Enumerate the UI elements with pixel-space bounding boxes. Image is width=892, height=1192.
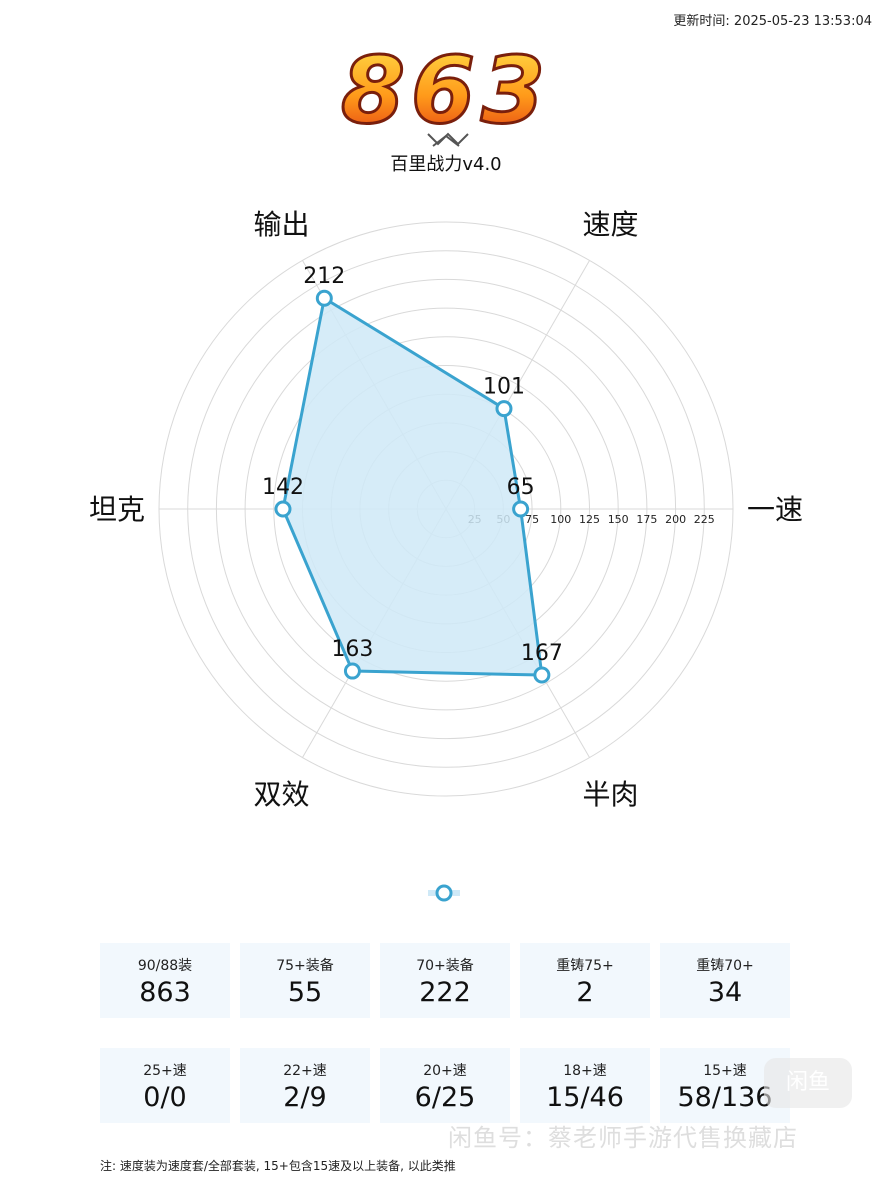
stat-value: 58/136	[677, 1082, 773, 1113]
stat-label: 25+速	[143, 1063, 187, 1079]
radial-tick-label: 225	[694, 513, 715, 526]
legend-series-marker-icon	[428, 884, 460, 902]
data-point-marker	[315, 289, 333, 307]
stat-label: 18+速	[563, 1063, 607, 1079]
stat-value: 15/46	[546, 1082, 624, 1113]
radar-chart: 2550751001251501752002251016516716314221…	[89, 208, 803, 811]
stat-label: 20+速	[423, 1063, 467, 1079]
data-point-marker	[495, 400, 513, 418]
stat-value: 2/9	[283, 1082, 327, 1113]
data-point-marker	[274, 500, 292, 518]
axis-label: 速度	[582, 208, 638, 241]
stat-card: 70+装备 222	[380, 943, 510, 1018]
data-label: 212	[303, 264, 345, 289]
data-label: 167	[521, 641, 563, 666]
watermark-text: 闲鱼号：蔡老师手游代售换藏店	[448, 1124, 798, 1152]
stat-value: 222	[419, 977, 471, 1008]
radial-tick-label: 200	[665, 513, 686, 526]
score-banner: 863	[255, 36, 640, 147]
stat-card: 18+速 15/46	[520, 1048, 650, 1123]
footnote: 注: 速度装为速度套/全部套装, 15+包含15速及以上装备, 以此类推	[100, 1159, 456, 1173]
divider-ornament-icon	[427, 132, 469, 147]
axis-label: 双效	[253, 778, 309, 811]
stat-card: 75+装备 55	[240, 943, 370, 1018]
stat-value: 34	[707, 977, 743, 1008]
axis-label: 坦克	[89, 493, 145, 526]
radial-tick-label: 125	[579, 513, 600, 526]
radial-tick-label: 100	[550, 513, 571, 526]
axis-label: 输出	[253, 208, 309, 241]
data-point-marker	[512, 500, 530, 518]
data-point-marker	[533, 666, 551, 684]
equipment-stats-row: 90/88装 863 75+装备 55 70+装备 222 重铸75+ 2 重铸70+ 3…	[100, 943, 792, 1018]
stat-label: 重铸70+	[696, 958, 754, 974]
stat-card: 重铸70+ 34	[660, 943, 790, 1018]
stat-label: 70+装备	[416, 958, 474, 974]
data-series-area	[281, 296, 544, 677]
speed-stats-row: 25+速 0/0 22+速 2/9 20+速 6/25 18+速 15/46 15+速 5…	[100, 1048, 792, 1123]
axis-label: 一速	[747, 493, 803, 526]
data-label: 65	[507, 475, 535, 500]
stat-value: 2	[576, 977, 594, 1008]
stat-value: 0/0	[143, 1082, 187, 1113]
data-label: 142	[262, 475, 304, 500]
score-header: 863	[0, 28, 892, 178]
data-label: 163	[331, 637, 373, 662]
stat-card: 22+速 2/9	[240, 1048, 370, 1123]
update-time: 更新时间: 2025-05-23 13:53:04	[673, 14, 872, 29]
radial-tick-label: 75	[525, 513, 539, 526]
stat-value: 55	[287, 977, 323, 1008]
stat-card: 90/88装 863	[100, 943, 230, 1018]
stat-card: 20+速 6/25	[380, 1048, 510, 1123]
stat-label: 15+速	[703, 1063, 747, 1079]
stat-value: 6/25	[414, 1082, 476, 1113]
score-value: 863	[341, 37, 551, 144]
stat-label: 75+装备	[276, 958, 334, 974]
stat-label: 22+速	[283, 1063, 327, 1079]
axis-label: 半肉	[582, 778, 638, 811]
stat-label: 90/88装	[137, 958, 193, 974]
stat-label: 重铸75+	[556, 958, 614, 974]
radial-tick-label: 175	[636, 513, 657, 526]
data-label: 101	[483, 375, 525, 400]
data-point-marker	[343, 662, 361, 680]
stat-card: 25+速 0/0	[100, 1048, 230, 1123]
stat-value: 863	[139, 977, 191, 1008]
chart-subtitle: 百里战力v4.0	[390, 154, 502, 175]
radial-tick-label: 150	[608, 513, 629, 526]
watermark-badge: 闲鱼	[764, 1058, 852, 1108]
stat-card: 重铸75+ 2	[520, 943, 650, 1018]
